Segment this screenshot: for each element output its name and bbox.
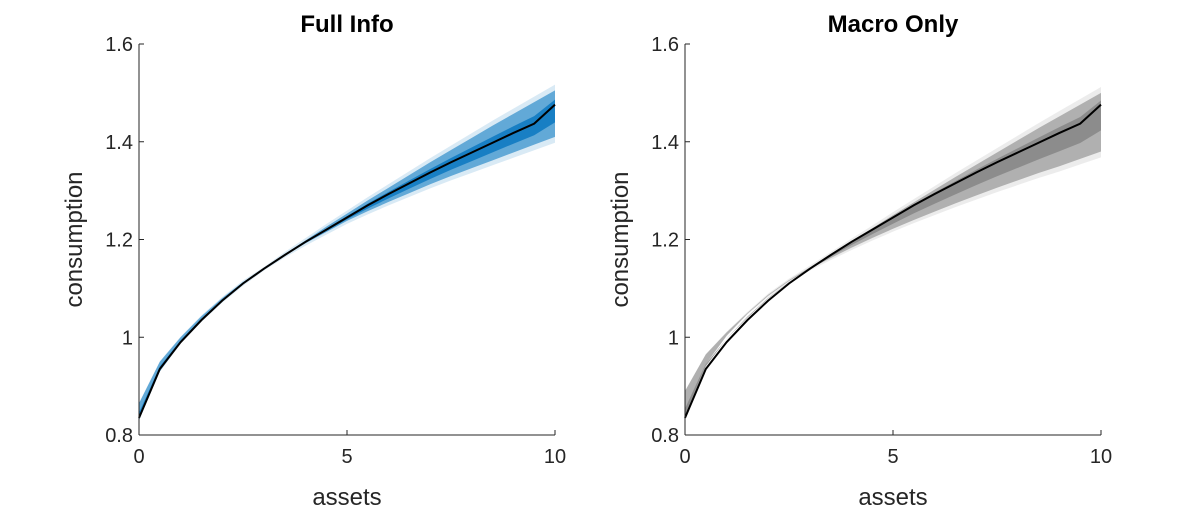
x-tick-label: 10 (1090, 446, 1112, 468)
x-tick-label: 0 (133, 446, 144, 468)
x-tick-label: 5 (887, 446, 898, 468)
y-tick-label: 1.6 (651, 34, 679, 56)
y-tick-label: 1.4 (105, 132, 133, 154)
y-axis-label: consumption (61, 171, 88, 307)
x-axis-label: assets (858, 484, 927, 511)
band-core (139, 99, 555, 420)
chart-panel-2: 0.8 1 1.2 1.4 1.6 0 5 10 Macro Only assets consump… (607, 11, 1112, 511)
y-tick-label: 0.8 (651, 425, 679, 447)
series-line-main (138, 103, 556, 419)
chart-panel-1: 0.8 1 1.2 1.4 1.6 0 5 10 Full Info assets consumpt… (61, 11, 566, 511)
band-core (685, 100, 1101, 417)
y-axis-label: consumption (607, 171, 634, 307)
y-tick-label: 1 (122, 327, 133, 349)
x-axis-label: assets (312, 484, 381, 511)
y-tick-label: 0.8 (105, 425, 133, 447)
band-fill (139, 90, 555, 421)
y-tick-label: 1.2 (105, 230, 133, 252)
y-tick-label: 1.2 (651, 230, 679, 252)
x-tick-label: 10 (544, 446, 566, 468)
x-tick-label: 0 (679, 446, 690, 468)
y-tick-label: 1.6 (105, 34, 133, 56)
series-line-main (684, 103, 1102, 419)
y-tick-label: 1 (668, 327, 679, 349)
x-tick-label: 5 (341, 446, 352, 468)
y-tick-label: 1.4 (651, 132, 679, 154)
chart-title: Macro Only (828, 11, 959, 38)
chart-title: Full Info (300, 11, 393, 38)
